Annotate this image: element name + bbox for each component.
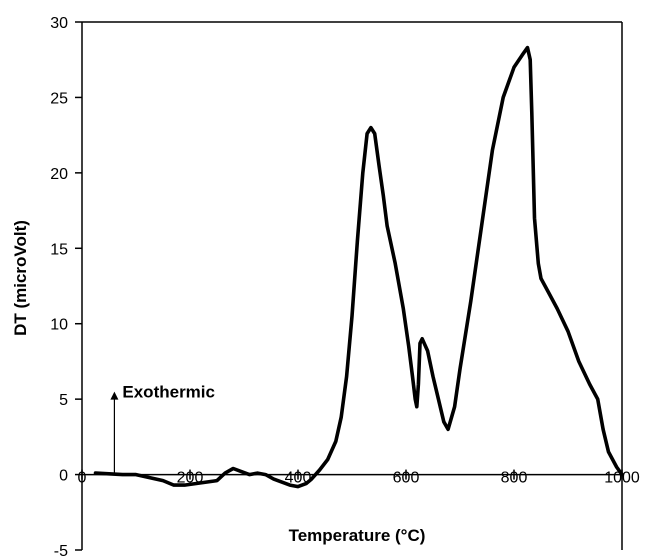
y-tick-label: -5 bbox=[54, 543, 68, 560]
x-tick-label: 800 bbox=[501, 470, 528, 487]
exothermic-arrow-head bbox=[110, 391, 119, 400]
plot-area bbox=[81, 21, 623, 550]
y-tick-label: 15 bbox=[50, 241, 68, 258]
x-tick-label: 0 bbox=[78, 470, 87, 487]
x-tick-label: 600 bbox=[393, 470, 420, 487]
x-axis-label: Temperature (°C) bbox=[289, 526, 426, 545]
x-tick-label: 1000 bbox=[604, 470, 640, 487]
y-tick-label: 10 bbox=[50, 317, 68, 334]
y-tick-label: 20 bbox=[50, 166, 68, 183]
annotation-layer: Exothermic bbox=[110, 383, 215, 475]
y-tick-label: 0 bbox=[59, 468, 68, 485]
exothermic-label: Exothermic bbox=[122, 383, 215, 402]
y-tick-label: 5 bbox=[59, 392, 68, 409]
series-layer bbox=[93, 45, 624, 489]
y-tick-label: 25 bbox=[50, 90, 68, 107]
series-line bbox=[93, 45, 624, 489]
y-axis-label: DT (microVolt) bbox=[11, 220, 30, 336]
y-tick-label: 30 bbox=[50, 15, 68, 32]
